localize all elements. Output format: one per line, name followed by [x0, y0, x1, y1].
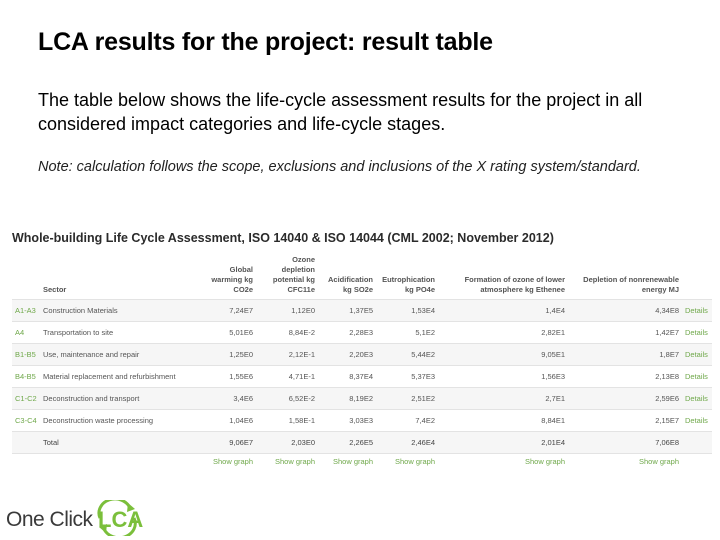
header-sector[interactable]: Sector [43, 285, 67, 294]
show-graph-od-link[interactable]: Show graph [256, 453, 318, 470]
total-od: 2,03E0 [256, 431, 318, 454]
value-od: 8,84E-2 [256, 321, 318, 344]
value-ad: 1,42E7 [568, 321, 682, 344]
value-od: 1,58E-1 [256, 409, 318, 432]
sector-name: Deconstruction waste processing [40, 409, 200, 432]
value-ac: 8,37E4 [318, 365, 376, 388]
show-graph-po-link[interactable]: Show graph [438, 453, 568, 470]
value-od: 4,71E-1 [256, 365, 318, 388]
total-label: Total [40, 431, 200, 454]
stage-code: A1-A3 [12, 299, 40, 322]
value-eu: 5,37E3 [376, 365, 438, 388]
value-ac: 8,19E2 [318, 387, 376, 410]
show-graph-gw-link[interactable]: Show graph [200, 453, 256, 470]
sector-name: Use, maintenance and repair [40, 343, 200, 366]
value-od: 6,52E-2 [256, 387, 318, 410]
total-ad: 7,06E8 [568, 431, 682, 454]
total-ac: 2,26E5 [318, 431, 376, 454]
sector-name: Deconstruction and transport [40, 387, 200, 410]
value-ad: 1,8E7 [568, 343, 682, 366]
table-row: A1-A3 Construction Materials 7,24E7 1,12E0 1… [12, 299, 712, 322]
value-po: 1,4E4 [438, 299, 568, 322]
sector-name: Transportation to site [40, 321, 200, 344]
stage-code: A4 [12, 321, 40, 344]
value-eu: 7,4E2 [376, 409, 438, 432]
value-gw: 1,55E6 [200, 365, 256, 388]
stage-code: B4-B5 [12, 365, 40, 388]
table-row: C3-C4 Deconstruction waste processing 1,04… [12, 409, 712, 432]
value-po: 9,05E1 [438, 343, 568, 366]
logo-brand-text: One Click [6, 508, 93, 531]
header-details [682, 255, 712, 300]
table-row: A4 Transportation to site 5,01E6 8,84E-2 2,2… [12, 321, 712, 344]
value-ac: 2,28E3 [318, 321, 376, 344]
value-eu: 5,1E2 [376, 321, 438, 344]
table-header-row: Sector Global warming kg CO2e Ozone depl… [12, 255, 712, 300]
show-graph-row: Show graph Show graph Show graph Show gr… [12, 453, 712, 470]
stage-code: C1-C2 [12, 387, 40, 410]
sector-name: Construction Materials [40, 299, 200, 322]
value-gw: 1,04E6 [200, 409, 256, 432]
details-link[interactable]: Details [682, 365, 712, 388]
stage-code: B1-B5 [12, 343, 40, 366]
sector-name: Material replacement and refurbishment [40, 365, 200, 388]
total-po: 2,01E4 [438, 431, 568, 454]
details-link[interactable]: Details [682, 299, 712, 322]
header-abiotic-depletion[interactable]: Depletion of nonrenewable energy MJ [583, 275, 679, 294]
value-po: 2,82E1 [438, 321, 568, 344]
table-row: B1-B5 Use, maintenance and repair 1,25E0 2,… [12, 343, 712, 366]
details-link[interactable]: Details [682, 409, 712, 432]
one-click-lca-logo: One Click LCA [6, 500, 146, 536]
slide-title: LCA results for the project: result tabl… [38, 28, 493, 56]
header-photochemical-ozone[interactable]: Formation of ozone of lower atmosphere k… [464, 275, 565, 294]
intro-text: The table below shows the life-cycle ass… [38, 90, 643, 134]
value-po: 8,84E1 [438, 409, 568, 432]
value-od: 2,12E-1 [256, 343, 318, 366]
header-ozone-depletion[interactable]: Ozone depletion potential kg CFC11e [272, 255, 315, 294]
value-gw: 3,4E6 [200, 387, 256, 410]
value-ad: 4,34E8 [568, 299, 682, 322]
stage-code: C3-C4 [12, 409, 40, 432]
value-gw: 5,01E6 [200, 321, 256, 344]
show-graph-ad-link[interactable]: Show graph [568, 453, 682, 470]
table-row: B4-B5 Material replacement and refurbishm… [12, 365, 712, 388]
header-code [12, 255, 40, 300]
total-details [682, 431, 712, 454]
details-link[interactable]: Details [682, 387, 712, 410]
details-link[interactable]: Details [682, 343, 712, 366]
total-gw: 9,06E7 [200, 431, 256, 454]
header-eutrophication[interactable]: Eutrophication kg PO4e [382, 275, 435, 294]
details-link[interactable]: Details [682, 321, 712, 344]
show-graph-ac-link[interactable]: Show graph [318, 453, 376, 470]
value-ac: 1,37E5 [318, 299, 376, 322]
value-eu: 1,53E4 [376, 299, 438, 322]
total-row: Total 9,06E7 2,03E0 2,26E5 2,46E4 2,01E4… [12, 431, 712, 454]
value-po: 1,56E3 [438, 365, 568, 388]
value-eu: 5,44E2 [376, 343, 438, 366]
value-ad: 2,13E8 [568, 365, 682, 388]
value-ac: 2,20E3 [318, 343, 376, 366]
value-od: 1,12E0 [256, 299, 318, 322]
value-eu: 2,51E2 [376, 387, 438, 410]
table-row: C1-C2 Deconstruction and transport 3,4E6 6,… [12, 387, 712, 410]
header-acidification[interactable]: Acidification kg SO2e [327, 275, 373, 294]
recycle-ring-icon [97, 500, 137, 536]
value-ad: 2,15E7 [568, 409, 682, 432]
header-global-warming[interactable]: Global warming kg CO2e [211, 265, 253, 294]
value-po: 2,7E1 [438, 387, 568, 410]
value-gw: 1,25E0 [200, 343, 256, 366]
note-text: Note: calculation follows the scope, exc… [38, 159, 641, 175]
show-graph-eu-link[interactable]: Show graph [376, 453, 438, 470]
report-title: Whole-building Life Cycle Assessment, IS… [12, 231, 554, 245]
value-ac: 3,03E3 [318, 409, 376, 432]
results-table: Sector Global warming kg CO2e Ozone depl… [12, 255, 712, 470]
total-code [12, 431, 40, 454]
value-ad: 2,59E6 [568, 387, 682, 410]
logo-lca-text: LCA [98, 507, 144, 532]
total-eu: 2,46E4 [376, 431, 438, 454]
value-gw: 7,24E7 [200, 299, 256, 322]
